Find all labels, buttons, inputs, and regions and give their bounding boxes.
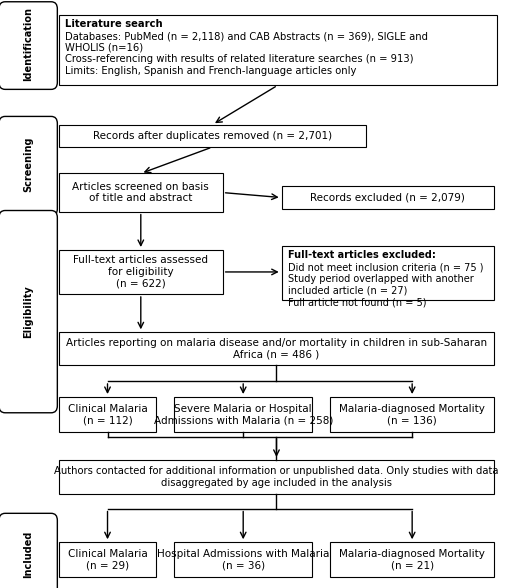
Text: Literature search: Literature search bbox=[65, 19, 163, 29]
Text: Severe Malaria or Hospital
Admissions with Malaria (n = 258): Severe Malaria or Hospital Admissions wi… bbox=[154, 404, 333, 425]
Text: Articles reporting on malaria disease and/or mortality in children in sub-Sahara: Articles reporting on malaria disease an… bbox=[66, 338, 487, 359]
FancyBboxPatch shape bbox=[59, 15, 497, 85]
FancyBboxPatch shape bbox=[0, 513, 57, 588]
FancyBboxPatch shape bbox=[282, 186, 494, 209]
Text: Clinical Malaria
(n = 29): Clinical Malaria (n = 29) bbox=[68, 549, 147, 570]
FancyBboxPatch shape bbox=[330, 542, 494, 577]
Text: Identification: Identification bbox=[23, 7, 33, 81]
Text: Full-text articles excluded:: Full-text articles excluded: bbox=[288, 250, 436, 260]
FancyBboxPatch shape bbox=[0, 2, 57, 89]
Text: Clinical Malaria
(n = 112): Clinical Malaria (n = 112) bbox=[68, 404, 147, 425]
FancyBboxPatch shape bbox=[59, 173, 223, 212]
FancyBboxPatch shape bbox=[59, 332, 494, 365]
FancyBboxPatch shape bbox=[59, 542, 156, 577]
FancyBboxPatch shape bbox=[59, 125, 366, 147]
FancyBboxPatch shape bbox=[59, 460, 494, 494]
Text: Records excluded (n = 2,079): Records excluded (n = 2,079) bbox=[310, 192, 465, 203]
Text: Authors contacted for additional information or unpublished data. Only studies w: Authors contacted for additional informa… bbox=[54, 466, 499, 487]
FancyBboxPatch shape bbox=[174, 397, 312, 432]
FancyBboxPatch shape bbox=[59, 250, 223, 294]
Text: Hospital Admissions with Malaria
(n = 36): Hospital Admissions with Malaria (n = 36… bbox=[157, 549, 329, 570]
FancyBboxPatch shape bbox=[282, 246, 494, 300]
Text: Screening: Screening bbox=[23, 137, 33, 192]
FancyBboxPatch shape bbox=[59, 397, 156, 432]
Text: Databases: PubMed (n = 2,118) and CAB Abstracts (n = 369), SIGLE and
WHOLIS (n=1: Databases: PubMed (n = 2,118) and CAB Ab… bbox=[65, 31, 428, 76]
Text: Malaria-diagnosed Mortality
(n = 21): Malaria-diagnosed Mortality (n = 21) bbox=[339, 549, 485, 570]
FancyBboxPatch shape bbox=[330, 397, 494, 432]
Text: Malaria-diagnosed Mortality
(n = 136): Malaria-diagnosed Mortality (n = 136) bbox=[339, 404, 485, 425]
Text: Included: Included bbox=[23, 530, 33, 577]
FancyBboxPatch shape bbox=[0, 116, 57, 216]
Text: Records after duplicates removed (n = 2,701): Records after duplicates removed (n = 2,… bbox=[93, 131, 332, 141]
FancyBboxPatch shape bbox=[0, 211, 57, 413]
Text: Full-text articles assessed
for eligibility
(n = 622): Full-text articles assessed for eligibil… bbox=[73, 255, 208, 289]
Text: Articles screened on basis
of title and abstract: Articles screened on basis of title and … bbox=[72, 182, 209, 203]
Text: Did not meet inclusion criteria (n = 75 )
Study period overlapped with another
i: Did not meet inclusion criteria (n = 75 … bbox=[288, 262, 483, 307]
Text: Eligibility: Eligibility bbox=[23, 285, 33, 338]
FancyBboxPatch shape bbox=[174, 542, 312, 577]
